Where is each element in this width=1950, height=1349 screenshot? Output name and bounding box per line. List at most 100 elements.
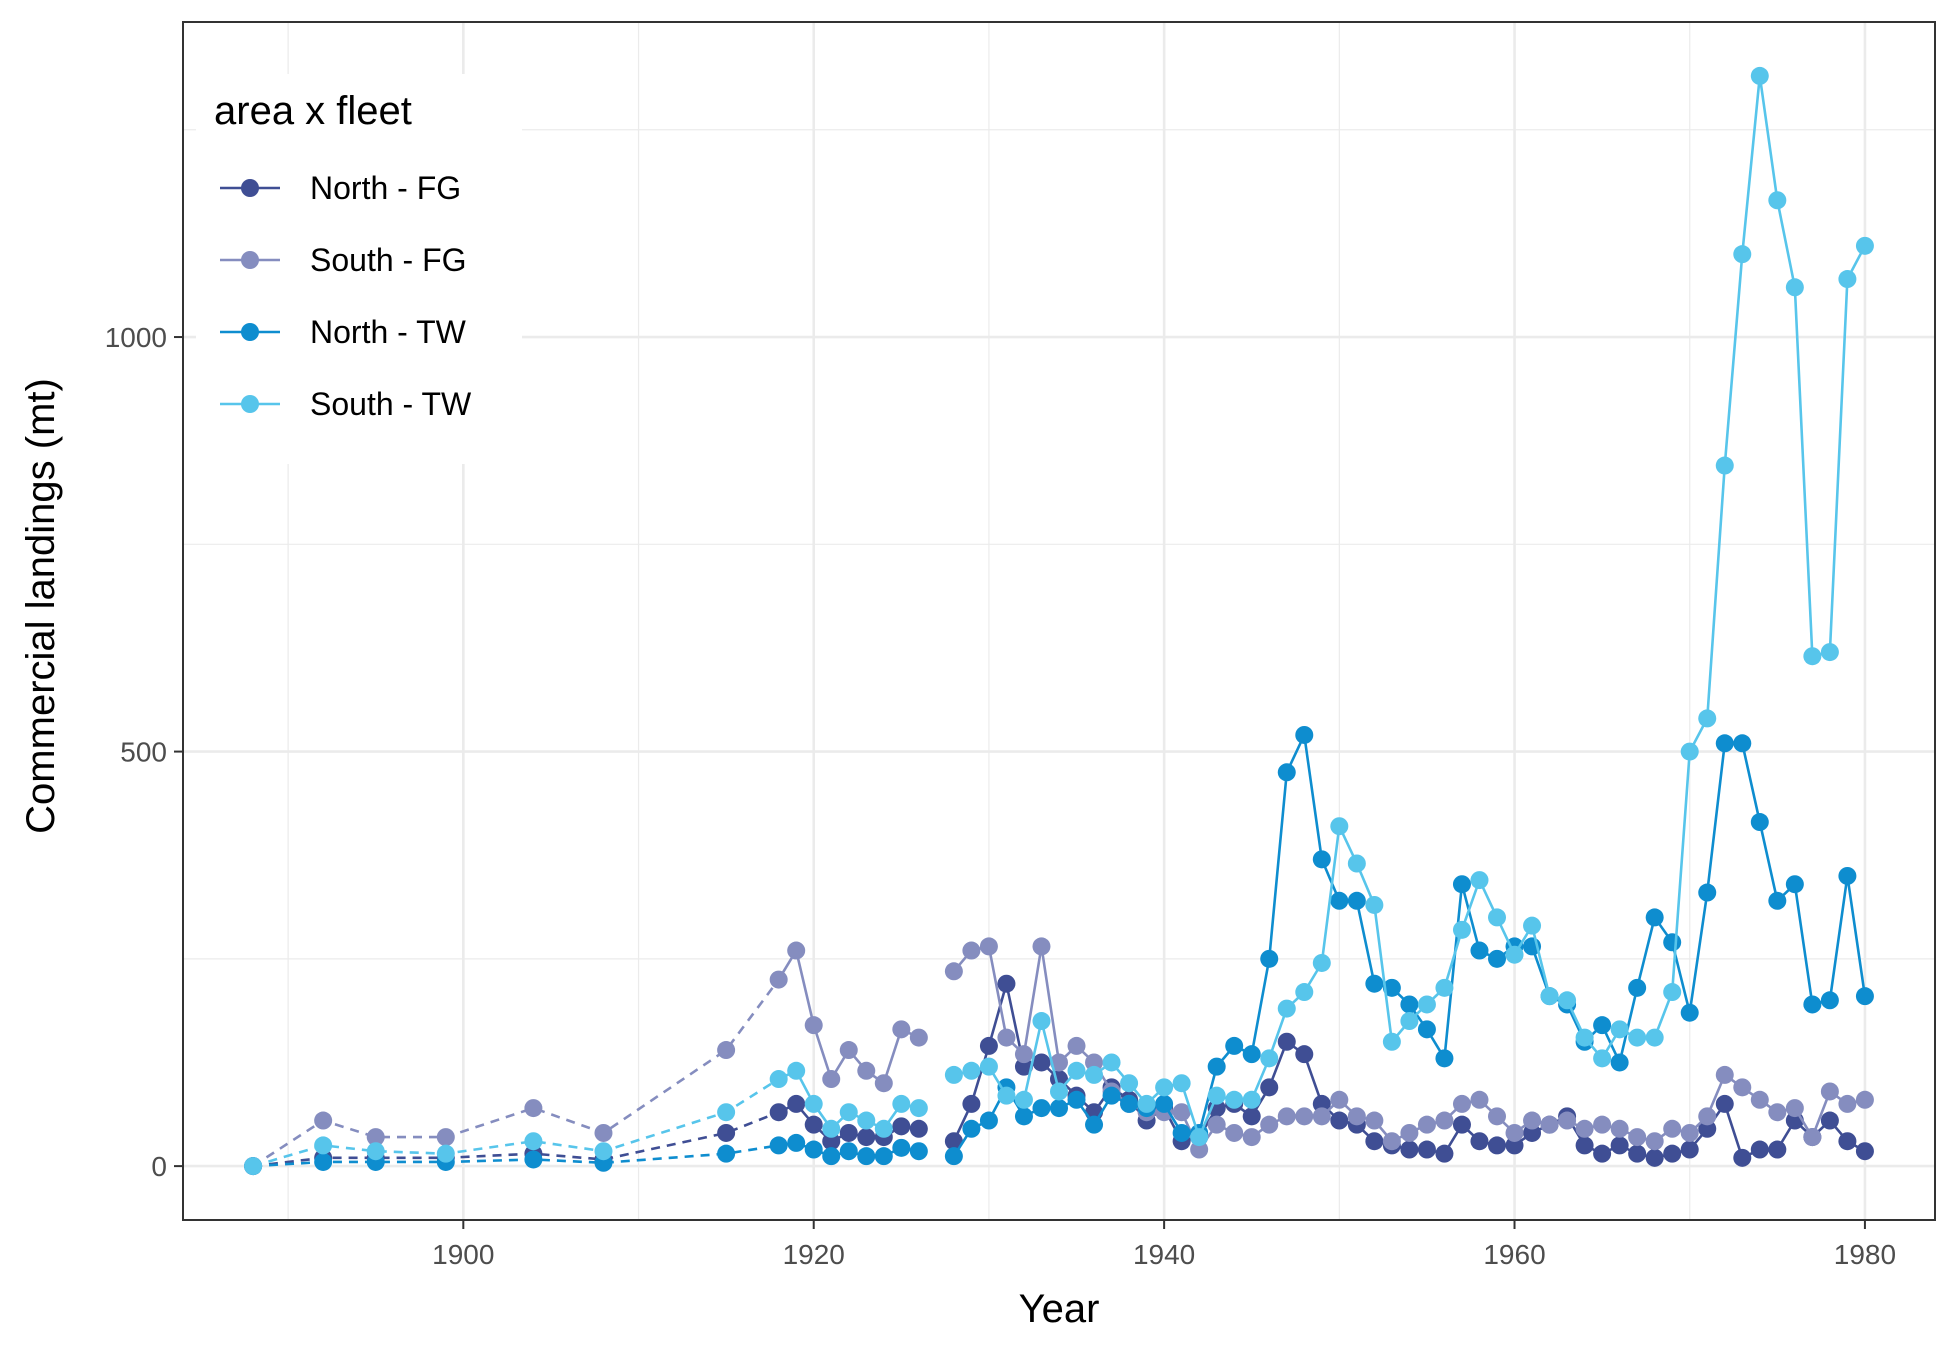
- data-point: [1295, 1045, 1314, 1064]
- data-point: [1698, 709, 1717, 728]
- data-point: [314, 1136, 333, 1155]
- data-point: [1470, 1132, 1489, 1151]
- data-point: [1085, 1053, 1104, 1072]
- legend-key-point: [241, 395, 259, 413]
- data-point: [1277, 999, 1296, 1018]
- data-point: [1663, 933, 1682, 952]
- data-point: [1067, 1090, 1086, 1109]
- data-point: [1400, 1123, 1419, 1142]
- legend-key-point: [241, 251, 259, 269]
- data-point: [839, 1123, 858, 1142]
- data-point: [1663, 1144, 1682, 1163]
- data-point: [1610, 1119, 1629, 1138]
- data-point: [1575, 1136, 1594, 1155]
- data-point: [1558, 991, 1577, 1010]
- data-point: [909, 1142, 928, 1161]
- data-point: [1540, 1115, 1559, 1134]
- data-point: [1417, 1140, 1436, 1159]
- panel-border: [182, 21, 1936, 1221]
- data-point: [857, 1147, 876, 1166]
- data-point: [979, 1057, 998, 1076]
- legend-title: area x fleet: [214, 89, 412, 133]
- data-point: [1032, 1053, 1051, 1072]
- data-point: [1663, 983, 1682, 1002]
- data-point: [1207, 1057, 1226, 1076]
- data-point: [717, 1123, 736, 1142]
- data-point: [1014, 1107, 1033, 1126]
- data-point: [1452, 1115, 1471, 1134]
- data-point: [1277, 1107, 1296, 1126]
- y-tick-label: 1000: [105, 322, 167, 353]
- data-point: [1488, 1107, 1506, 1126]
- data-point: [1207, 1115, 1226, 1134]
- data-point: [1435, 1144, 1454, 1163]
- data-point: [804, 1016, 823, 1035]
- series-dashed-line: [252, 1111, 780, 1168]
- data-point: [769, 1103, 788, 1122]
- data-point: [1347, 891, 1366, 910]
- data-point: [1803, 995, 1822, 1014]
- data-point: [1785, 875, 1804, 894]
- data-point: [892, 1117, 911, 1136]
- data-point: [314, 1152, 333, 1171]
- data-point: [1855, 236, 1874, 255]
- data-point: [804, 1115, 823, 1134]
- data-point: [1505, 1123, 1524, 1142]
- data-point: [1628, 1128, 1647, 1147]
- data-point: [1505, 945, 1524, 964]
- data-point: [1575, 1119, 1594, 1138]
- data-point: [1085, 1065, 1104, 1084]
- data-point: [962, 1061, 981, 1080]
- data-point: [787, 941, 806, 960]
- series-dashed-line: [253, 1144, 779, 1168]
- data-point: [962, 941, 981, 960]
- data-point: [1488, 949, 1506, 968]
- data-point: [1032, 1012, 1051, 1031]
- data-point: [524, 1099, 543, 1118]
- legend-key-point: [241, 323, 259, 341]
- data-point: [1768, 191, 1787, 210]
- data-point: [1172, 1103, 1191, 1122]
- data-point: [1470, 941, 1489, 960]
- data-point: [822, 1119, 841, 1138]
- data-point: [839, 1041, 858, 1060]
- data-point: [1523, 1123, 1542, 1142]
- data-point: [1715, 456, 1734, 475]
- data-point: [1645, 1132, 1664, 1151]
- data-point: [1172, 1074, 1191, 1093]
- y-tick-label: 0: [151, 1151, 167, 1182]
- data-point: [979, 1111, 998, 1130]
- data-point: [1050, 1053, 1068, 1072]
- data-point: [1452, 1094, 1471, 1113]
- data-point: [1014, 1045, 1033, 1064]
- data-point: [1242, 1107, 1261, 1126]
- data-point: [717, 1144, 736, 1163]
- data-point: [1295, 1107, 1314, 1126]
- data-point: [997, 974, 1016, 993]
- series-south-tw: [244, 66, 1874, 1176]
- data-point: [1260, 1049, 1279, 1068]
- data-point: [1838, 1132, 1857, 1151]
- data-point: [1190, 1140, 1209, 1159]
- data-point: [1295, 725, 1314, 744]
- data-point: [804, 1140, 823, 1159]
- x-tick-label: 1940: [1133, 1239, 1195, 1270]
- legend-label: North - TW: [310, 314, 467, 350]
- data-point: [1382, 978, 1401, 997]
- data-point: [1172, 1123, 1191, 1142]
- data-point: [1330, 1090, 1349, 1109]
- data-point: [1733, 1148, 1752, 1167]
- data-point: [1820, 643, 1839, 662]
- data-point: [1312, 953, 1331, 972]
- data-point: [769, 1070, 788, 1089]
- data-point: [804, 1094, 823, 1113]
- data-point: [436, 1128, 455, 1147]
- data-point: [892, 1094, 911, 1113]
- data-point: [1785, 278, 1804, 297]
- data-point: [1663, 1119, 1682, 1138]
- x-tick-label: 1980: [1834, 1239, 1896, 1270]
- data-point: [1733, 1078, 1752, 1097]
- data-point: [909, 1119, 928, 1138]
- data-point: [1488, 1136, 1506, 1155]
